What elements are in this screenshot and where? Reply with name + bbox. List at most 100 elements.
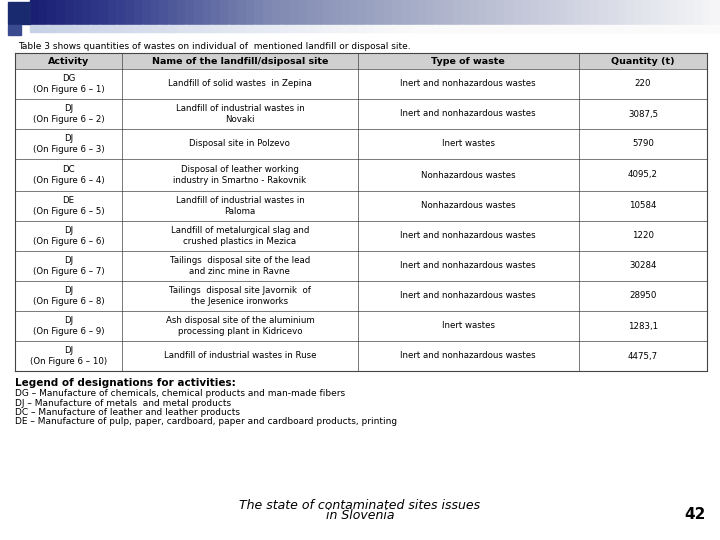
Bar: [91, 25, 99, 32]
Bar: [703, 0, 712, 24]
Text: Landfill of industrial wastes in
Paloma: Landfill of industrial wastes in Paloma: [176, 196, 305, 216]
Bar: [427, 0, 436, 24]
Bar: [479, 25, 487, 32]
Text: 42: 42: [685, 507, 706, 522]
Text: 10584: 10584: [629, 201, 657, 211]
Bar: [246, 25, 255, 32]
Text: Inert and nonhazardous wastes: Inert and nonhazardous wastes: [400, 261, 536, 271]
Bar: [306, 25, 315, 32]
Bar: [133, 0, 143, 24]
Text: Disposal of leather working
industry in Smartno - Rakovnik: Disposal of leather working industry in …: [174, 165, 307, 185]
Bar: [401, 25, 410, 32]
Bar: [332, 0, 341, 24]
Bar: [8, 25, 21, 35]
Bar: [99, 25, 108, 32]
Bar: [358, 0, 367, 24]
Bar: [521, 0, 531, 24]
Text: Landfill of solid wastes  in Zepina: Landfill of solid wastes in Zepina: [168, 79, 312, 89]
Bar: [625, 0, 634, 24]
Bar: [15, 191, 707, 221]
Bar: [315, 25, 324, 32]
Text: Inert and nonhazardous wastes: Inert and nonhazardous wastes: [400, 79, 536, 89]
Bar: [280, 25, 289, 32]
Bar: [263, 25, 272, 32]
Bar: [556, 25, 565, 32]
Bar: [48, 25, 56, 32]
Bar: [150, 0, 160, 24]
Bar: [444, 0, 453, 24]
Bar: [82, 25, 91, 32]
Bar: [599, 25, 608, 32]
Bar: [116, 25, 125, 32]
Bar: [625, 25, 634, 32]
Bar: [582, 25, 591, 32]
Bar: [15, 221, 707, 251]
Bar: [539, 25, 548, 32]
Bar: [487, 0, 496, 24]
Text: DJ
(On Figure 6 – 3): DJ (On Figure 6 – 3): [33, 134, 104, 154]
Bar: [564, 0, 574, 24]
Bar: [703, 25, 712, 32]
Bar: [211, 25, 220, 32]
Bar: [530, 25, 539, 32]
Bar: [211, 0, 220, 24]
Bar: [202, 25, 212, 32]
Bar: [530, 0, 539, 24]
Bar: [444, 25, 453, 32]
Text: Activity: Activity: [48, 57, 89, 65]
Text: in Slovenia: in Slovenia: [325, 509, 395, 522]
Bar: [642, 0, 652, 24]
Bar: [73, 0, 82, 24]
Bar: [65, 0, 73, 24]
Bar: [39, 0, 48, 24]
Bar: [349, 25, 359, 32]
Bar: [228, 25, 238, 32]
Bar: [462, 25, 470, 32]
Bar: [39, 25, 48, 32]
Text: Tailings  disposal site of the lead
and zinc mine in Ravne: Tailings disposal site of the lead and z…: [170, 256, 310, 276]
Bar: [685, 0, 695, 24]
Text: 30284: 30284: [629, 261, 657, 271]
Text: DG
(On Figure 6 – 1): DG (On Figure 6 – 1): [33, 74, 104, 94]
Bar: [280, 0, 289, 24]
Bar: [176, 0, 186, 24]
Bar: [505, 25, 513, 32]
Bar: [453, 0, 462, 24]
Bar: [159, 25, 168, 32]
Bar: [547, 25, 557, 32]
Bar: [599, 0, 608, 24]
Text: DJ
(On Figure 6 – 6): DJ (On Figure 6 – 6): [33, 226, 104, 246]
Bar: [660, 25, 669, 32]
Bar: [366, 25, 376, 32]
Text: 5790: 5790: [632, 139, 654, 148]
Text: DC
(On Figure 6 – 4): DC (On Figure 6 – 4): [33, 165, 104, 185]
Bar: [332, 25, 341, 32]
Bar: [384, 25, 392, 32]
Bar: [82, 0, 91, 24]
Bar: [133, 25, 143, 32]
Bar: [496, 25, 505, 32]
Bar: [694, 0, 703, 24]
Bar: [30, 0, 39, 24]
Bar: [8, 2, 30, 24]
Text: Inert wastes: Inert wastes: [442, 321, 495, 330]
Bar: [220, 0, 229, 24]
Bar: [176, 25, 186, 32]
Bar: [582, 0, 591, 24]
Bar: [91, 0, 99, 24]
Bar: [202, 0, 212, 24]
Text: DJ
(On Figure 6 – 8): DJ (On Figure 6 – 8): [33, 286, 104, 306]
Text: Landfill of industrial wastes in
Novaki: Landfill of industrial wastes in Novaki: [176, 104, 305, 124]
Text: Type of waste: Type of waste: [431, 57, 505, 65]
Bar: [315, 0, 324, 24]
Bar: [254, 25, 264, 32]
Bar: [228, 0, 238, 24]
Bar: [418, 0, 427, 24]
Bar: [401, 0, 410, 24]
Bar: [366, 0, 376, 24]
Bar: [470, 0, 479, 24]
Bar: [375, 25, 384, 32]
Text: The state of contaminated sites issues: The state of contaminated sites issues: [240, 499, 480, 512]
Bar: [590, 0, 600, 24]
Bar: [651, 0, 660, 24]
